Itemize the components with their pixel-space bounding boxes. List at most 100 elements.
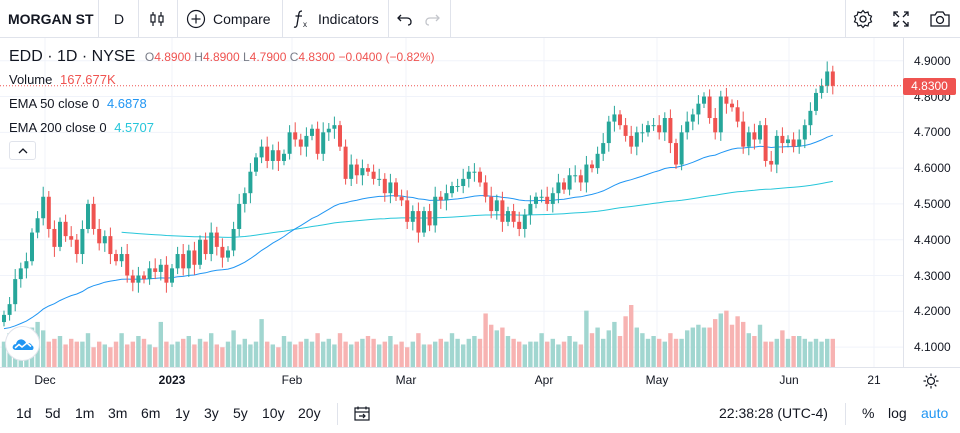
axis-settings-button[interactable] (922, 372, 940, 390)
range-3m-button[interactable]: 3m (108, 405, 128, 421)
range-1y-button[interactable]: 1y (175, 405, 190, 421)
candle-body (360, 168, 365, 176)
volume-bar (629, 305, 634, 367)
volume-bar (203, 341, 208, 367)
price-tick-label: 4.9000 (914, 53, 951, 68)
volume-bar (690, 327, 695, 367)
auto-scale-button[interactable]: auto (921, 405, 949, 421)
close-label: C (289, 50, 299, 64)
ema50-legend[interactable]: EMA 50 close 0 4.6878 (9, 96, 147, 111)
volume-bar (819, 341, 824, 367)
volume-bar (52, 338, 57, 367)
undo-button[interactable] (396, 0, 414, 37)
candle-body (640, 132, 645, 134)
volume-bar (735, 316, 740, 367)
symbol-search-button[interactable]: MORGAN ST (8, 10, 94, 27)
tradingview-logo[interactable] (5, 326, 40, 361)
candle-body (119, 254, 124, 262)
volume-bar (85, 333, 91, 367)
volume-legend[interactable]: Volume 167.677K (9, 72, 116, 87)
candle-body (702, 96, 706, 104)
collapse-legend-button[interactable] (9, 141, 36, 160)
range-10y-button[interactable]: 10y (262, 405, 285, 421)
toolbar-divider (98, 0, 99, 37)
volume-bar (153, 347, 158, 367)
volume-bar (550, 338, 555, 367)
volume-bar (410, 341, 415, 367)
candle-body (545, 196, 550, 204)
volume-bar (354, 341, 359, 367)
volume-bar (80, 341, 85, 367)
volume-bar (421, 344, 427, 367)
ema200-legend[interactable]: EMA 200 close 0 4.5707 (9, 120, 154, 135)
range-1m-button[interactable]: 1m (75, 405, 95, 421)
candle-body (63, 221, 68, 237)
volume-bar (589, 333, 595, 367)
settings-button[interactable] (852, 0, 874, 37)
range-6m-button[interactable]: 6m (141, 405, 161, 421)
candle-body (147, 268, 152, 280)
volume-bar (685, 330, 690, 367)
candle-body (629, 135, 634, 147)
price-scale[interactable]: 4.9000 4.8000 4.7000 4.6000 4.5000 4.4000 4.30… (903, 38, 960, 367)
fx-icon: x (292, 9, 310, 29)
candle-body (259, 146, 264, 158)
candle-body (662, 118, 667, 133)
range-20y-button[interactable]: 20y (298, 405, 321, 421)
candle-body (2, 314, 6, 323)
candle-body (220, 246, 225, 258)
goto-date-button[interactable] (353, 405, 371, 423)
plus-circle-icon (186, 9, 206, 29)
volume-bar (724, 310, 729, 367)
fullscreen-button[interactable] (891, 0, 911, 37)
log-scale-button[interactable]: log (888, 405, 907, 421)
redo-button[interactable] (423, 0, 441, 37)
volume-bar (130, 341, 135, 367)
volume-bar (573, 341, 578, 367)
candle-body (478, 171, 482, 183)
candle-body (618, 114, 622, 126)
range-1d-button[interactable]: 1d (16, 405, 32, 421)
candle-body (562, 182, 566, 190)
volume-bar (617, 336, 623, 367)
volume-bar (63, 344, 68, 367)
candle-body (74, 239, 79, 255)
volume-bar (769, 341, 774, 367)
candle-body (209, 232, 214, 255)
price-tick-label: 4.2000 (914, 304, 951, 319)
low-value: 4.7900 (249, 50, 287, 64)
svg-text:x: x (303, 20, 307, 29)
candle-body (573, 175, 578, 177)
volume-bar (326, 338, 331, 367)
volume-bar (657, 338, 662, 367)
volume-bar (304, 338, 309, 367)
candle-body (371, 171, 376, 179)
price-chart[interactable] (0, 38, 903, 367)
legend-interval: 1D (57, 48, 78, 65)
chart-pane[interactable]: EDD · 1D · NYSE O4.8900 H4.8900 L4.7900 … (0, 38, 960, 367)
volume-bar (438, 338, 443, 367)
bottombar-divider (845, 403, 846, 425)
interval-button[interactable]: D (114, 10, 125, 27)
candle-body (724, 96, 729, 104)
volume-bar (466, 338, 471, 367)
candle-body (287, 132, 292, 154)
volume-bar (382, 341, 387, 367)
chart-type-button[interactable] (148, 0, 166, 37)
settings-icon (852, 8, 874, 30)
indicators-button[interactable]: x Indicators (292, 0, 379, 37)
range-5y-button[interactable]: 5y (233, 405, 248, 421)
candle-body (416, 211, 421, 233)
candle-body (461, 178, 466, 187)
time-axis[interactable]: Dec 2023 Feb Mar Apr May Jun 21 (0, 367, 960, 393)
candle-body (276, 150, 281, 161)
compare-button[interactable]: Compare (186, 0, 271, 37)
volume-bar (214, 344, 219, 367)
range-5d-button[interactable]: 5d (45, 405, 61, 421)
candle-body (500, 200, 505, 222)
range-3y-button[interactable]: 3y (204, 405, 219, 421)
candle-body (175, 254, 180, 269)
percent-scale-button[interactable]: % (862, 405, 875, 421)
volume-bar (511, 338, 516, 367)
snapshot-button[interactable] (929, 0, 951, 37)
